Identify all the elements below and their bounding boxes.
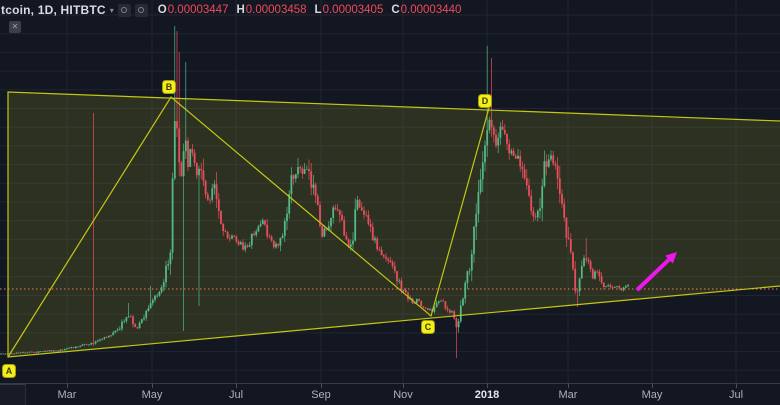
settings-icon-glyph	[138, 7, 145, 13]
time-axis[interactable]: Mar May Jul Sep Nov 2018 Mar May Jul	[0, 383, 780, 405]
time-axis-label-jul: Jul	[728, 389, 744, 401]
svg-text:A: A	[6, 366, 13, 376]
symbol-legend: tcoin, 1D, HITBTC ▾ O 0.00003447 H 0.00003…	[1, 2, 469, 18]
svg-text:B: B	[166, 82, 173, 92]
ohlc-close: C 0.00003440	[391, 4, 462, 16]
time-axis-tick	[736, 383, 737, 388]
time-axis-tick	[67, 383, 68, 388]
axis-corner-box	[0, 384, 26, 405]
candles-layer	[0, 26, 629, 358]
time-axis-tick	[652, 383, 653, 388]
svg-text:D: D	[482, 96, 489, 106]
settings-icon[interactable]	[134, 3, 148, 17]
open-value: 0.00003447	[167, 4, 229, 16]
chevron-down-icon[interactable]: ▾	[109, 5, 114, 15]
time-axis-tick	[236, 383, 237, 388]
price-chart: A B C D	[0, 0, 780, 383]
pattern-label-B[interactable]: B	[162, 80, 176, 94]
indicator-close-icon[interactable]: ✕	[9, 21, 21, 33]
symbol-title[interactable]: tcoin, 1D, HITBTC	[1, 3, 106, 17]
time-axis-label-nov: Nov	[393, 389, 413, 401]
time-axis-label-mar: Mar	[558, 389, 578, 401]
chart-canvas[interactable]: A B C D tcoin, 1D, HITBTC ▾ O 0.00003447 H 0.…	[0, 0, 780, 383]
pattern-label-C[interactable]: C	[421, 320, 435, 334]
close-value: 0.00003440	[400, 4, 462, 16]
ohlc-open: O 0.00003447	[157, 4, 229, 16]
time-axis-label-may: May	[641, 389, 663, 401]
ohlc-low: L 0.00003405	[314, 4, 384, 16]
time-axis-label-may: May	[141, 389, 163, 401]
svg-text:C: C	[425, 322, 432, 332]
time-axis-label-mar: Mar	[57, 389, 77, 401]
trend-arrow[interactable]	[635, 252, 677, 292]
grid-lines	[0, 0, 780, 383]
time-axis-tick	[487, 383, 488, 388]
time-axis-tick	[568, 383, 569, 388]
pattern-label-A[interactable]: A	[2, 364, 16, 378]
abcd-zigzag-trendline[interactable]	[7, 96, 490, 358]
ohlc-high: H 0.00003458	[236, 4, 307, 16]
pattern-label-D[interactable]: D	[478, 94, 492, 108]
time-axis-label-sep: Sep	[311, 389, 331, 401]
time-axis-label-jul: Jul	[228, 389, 244, 401]
visibility-icon[interactable]	[117, 3, 131, 17]
ohlc-readout: O 0.00003447 H 0.00003458 L 0.00003405 C 0.0…	[158, 4, 470, 16]
high-value: 0.00003458	[245, 4, 307, 16]
triangle-pattern-shade[interactable]	[8, 92, 780, 357]
time-axis-tick	[321, 383, 322, 388]
low-value: 0.00003405	[322, 4, 384, 16]
visibility-icon-glyph	[121, 7, 128, 13]
time-axis-tick	[152, 383, 153, 388]
time-axis-tick	[403, 383, 404, 388]
triangle-pattern-outline[interactable]	[7, 91, 780, 358]
time-axis-label-2018: 2018	[474, 389, 500, 401]
